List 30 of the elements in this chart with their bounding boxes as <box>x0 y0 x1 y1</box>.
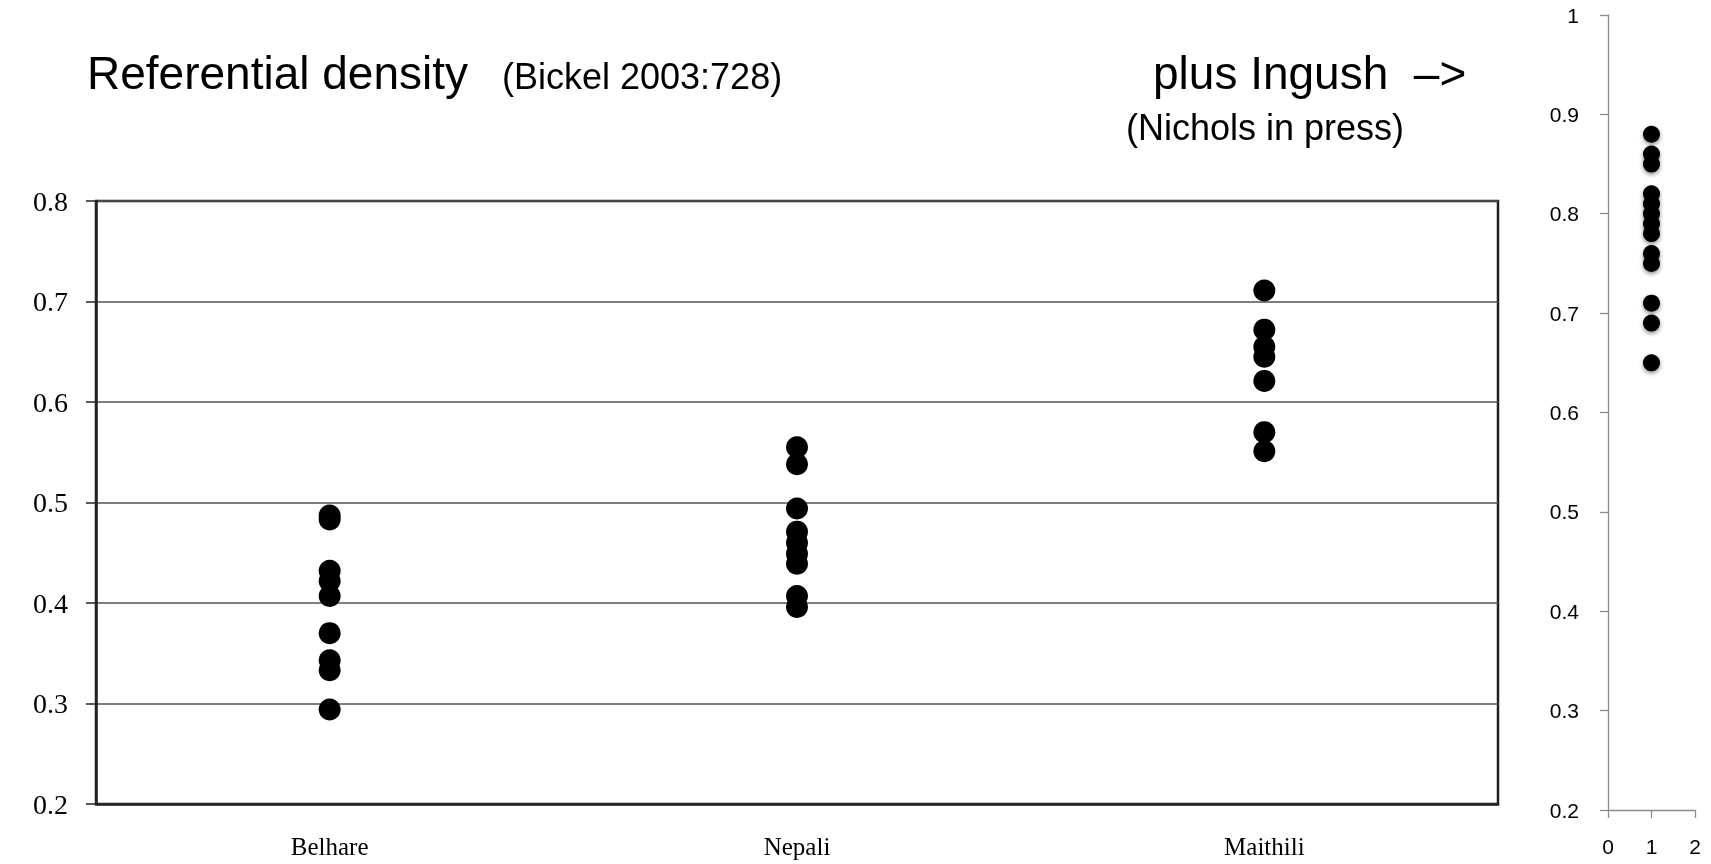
point <box>1643 125 1660 143</box>
y-tick-label: 0.2 <box>1549 798 1579 822</box>
text: (Nichols in press) <box>1126 107 1405 148</box>
chart-title: Referential density <box>87 47 468 99</box>
chart-subtitle: (Bickel 2003:728) <box>501 56 783 97</box>
y-tick-label: 0.3 <box>33 688 68 719</box>
y-tick-label: 0.4 <box>33 587 68 619</box>
y-tick-label: 1 <box>1567 3 1579 27</box>
y-tick-label: 0.3 <box>1549 699 1579 723</box>
x-tick-label: Maithili <box>1224 833 1305 860</box>
x-tick-label: Belhare <box>290 833 369 860</box>
point <box>1643 354 1660 372</box>
y-tick-label: 0.4 <box>1549 599 1580 623</box>
x-tick-label: 2 <box>1689 835 1701 858</box>
y-tick-label: 0.9 <box>1549 102 1579 126</box>
y-tick-label: 0.7 <box>1549 301 1579 325</box>
y-tick-label: 0.6 <box>1549 401 1579 424</box>
x-tick-label: Nepali <box>763 833 831 860</box>
y-tick-label: 0.8 <box>33 185 68 217</box>
point <box>1643 294 1660 312</box>
y-tick-label: 0.5 <box>1549 500 1579 524</box>
y-tick-label: 0.6 <box>33 386 68 418</box>
point <box>1643 314 1660 332</box>
y-tick-label: 0.8 <box>1549 202 1579 226</box>
x-tick-label: 1 <box>1645 835 1658 858</box>
y-tick-label: 0.5 <box>33 487 68 518</box>
y-tick-label: 0.7 <box>33 286 68 317</box>
y-tick-label: 0.2 <box>33 788 68 820</box>
text: plus Ingush –> <box>1153 47 1467 99</box>
x-tick-label: 0 <box>1602 835 1614 858</box>
